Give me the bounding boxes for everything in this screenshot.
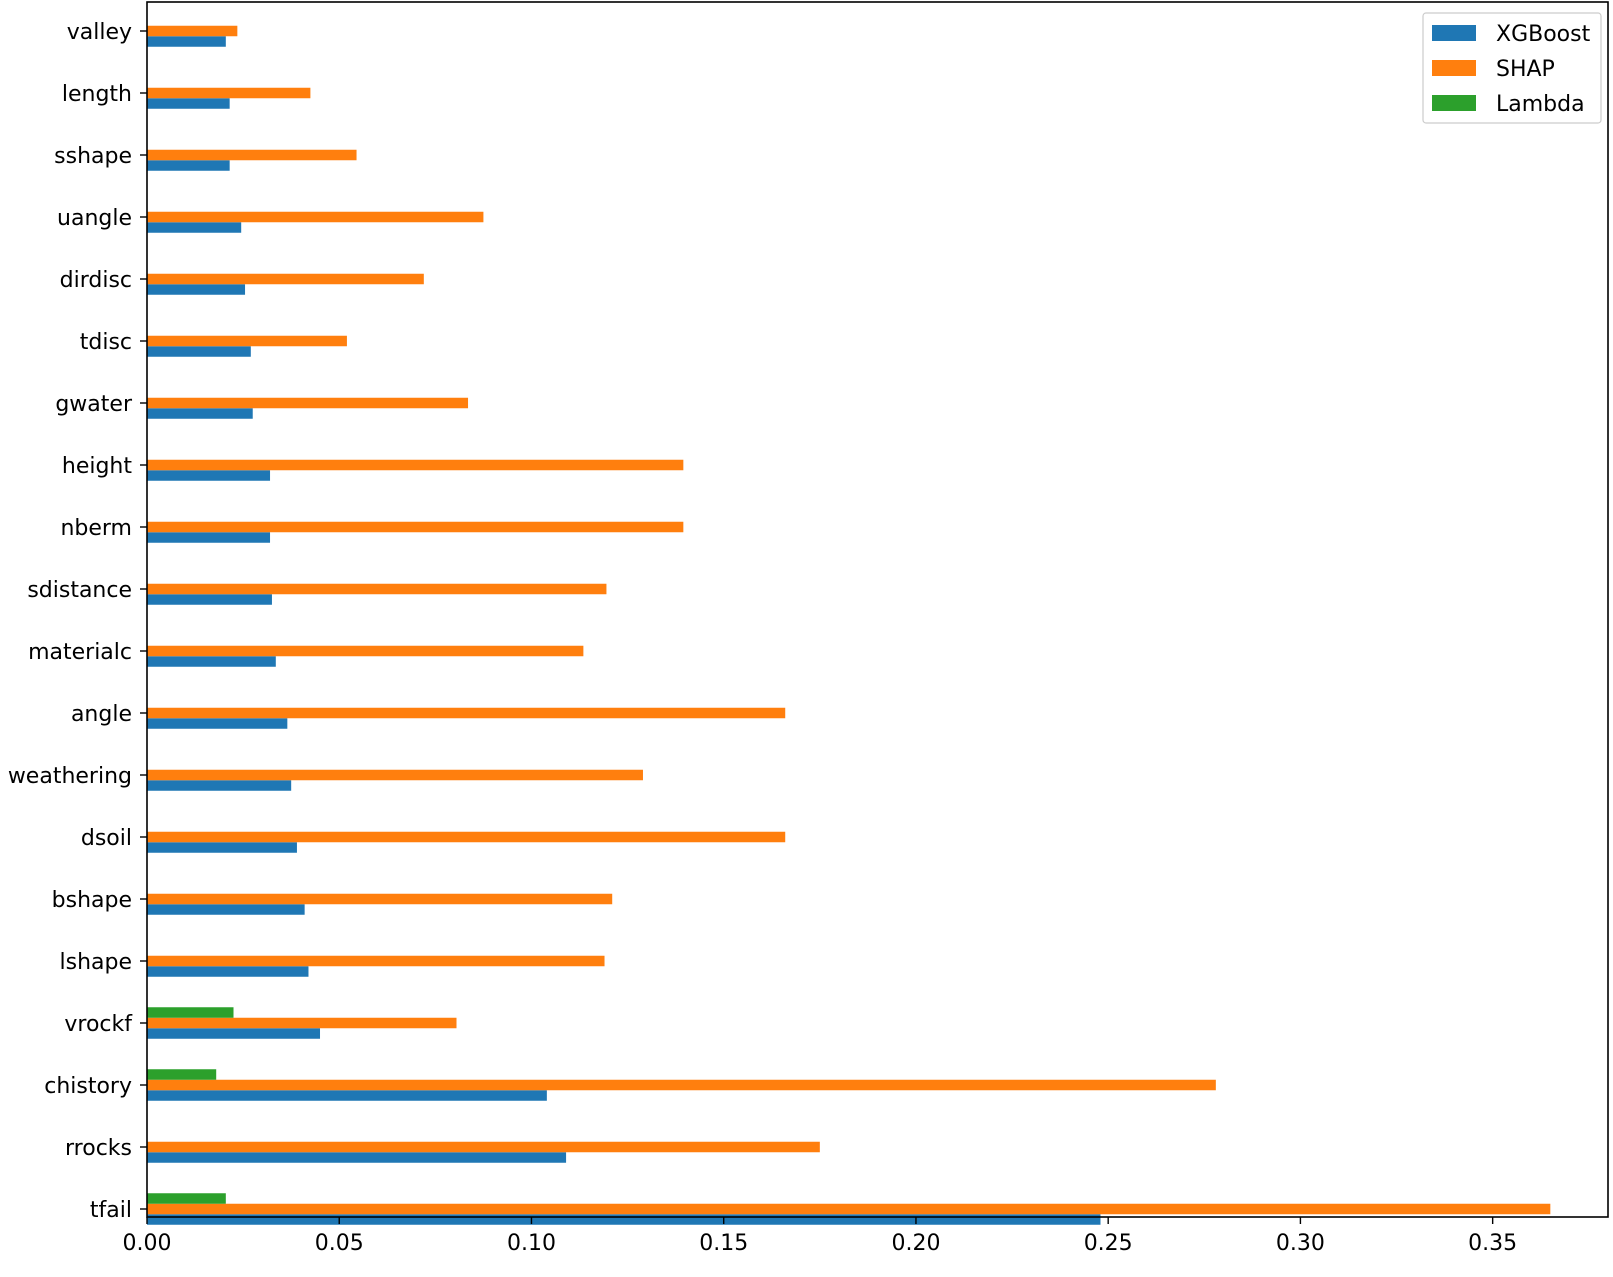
legend-label-xgboost: XGBoost — [1496, 22, 1591, 47]
y-tick-label: sdistance — [27, 578, 132, 603]
y-tick-label: length — [62, 82, 132, 107]
y-tick-label: uangle — [57, 206, 132, 231]
legend-swatch-lambda — [1432, 95, 1476, 111]
y-tick-label: dsoil — [81, 826, 132, 851]
bar-xgboost-tdisc — [147, 346, 251, 357]
plot-area-frame — [146, 1, 1609, 1218]
bar-xgboost-lshape — [147, 966, 309, 977]
bar-shap-tdisc — [147, 335, 347, 347]
y-tick-label: vrockf — [64, 1012, 133, 1037]
y-tick-label: weathering — [8, 764, 132, 789]
bars-group — [147, 25, 1551, 1225]
bar-shap-bshape — [147, 893, 613, 905]
y-tick-label: nberm — [60, 516, 132, 541]
bar-shap-sdistance — [147, 583, 607, 595]
y-tick-label: rrocks — [65, 1136, 132, 1161]
y-tick-label: lshape — [60, 950, 133, 975]
bar-shap-dsoil — [147, 831, 786, 843]
x-tick-label: 0.20 — [891, 1231, 940, 1256]
bar-xgboost-height — [147, 470, 271, 481]
bar-shap-dirdisc — [147, 273, 424, 285]
bar-shap-nberm — [147, 521, 684, 533]
bar-shap-tfail — [147, 1203, 1551, 1215]
bar-xgboost-sdistance — [147, 594, 272, 605]
bar-shap-vrockf — [147, 1017, 457, 1029]
x-tick-label: 0.10 — [507, 1231, 556, 1256]
bar-shap-uangle — [147, 211, 484, 223]
bar-xgboost-nberm — [147, 532, 271, 543]
y-tick-label: chistory — [44, 1074, 132, 1099]
legend-swatch-shap — [1432, 60, 1476, 76]
bar-shap-height — [147, 459, 684, 471]
bar-shap-angle — [147, 707, 786, 719]
legend-label-shap: SHAP — [1496, 57, 1555, 82]
bar-xgboost-sshape — [147, 160, 230, 171]
y-tick-label: gwater — [55, 392, 133, 417]
x-tick-label: 0.00 — [123, 1231, 172, 1256]
bar-xgboost-weathering — [147, 780, 292, 791]
bar-xgboost-rrocks — [147, 1152, 567, 1163]
bar-xgboost-valley — [147, 36, 226, 47]
bar-xgboost-dirdisc — [147, 284, 246, 295]
bar-xgboost-angle — [147, 718, 288, 729]
bar-shap-gwater — [147, 397, 469, 409]
bar-lambda-tfail — [147, 1193, 226, 1204]
bar-shap-lshape — [147, 955, 605, 967]
bar-shap-chistory — [147, 1079, 1216, 1091]
bar-xgboost-uangle — [147, 222, 242, 233]
legend-label-lambda: Lambda — [1496, 92, 1585, 117]
y-tick-label: tdisc — [80, 330, 132, 355]
x-tick-label: 0.25 — [1084, 1231, 1133, 1256]
y-tick-label: dirdisc — [60, 268, 132, 293]
bar-xgboost-bshape — [147, 904, 305, 915]
x-axis: 0.00 0.05 0.10 0.15 0.20 0.25 0.30 0.35 — [123, 1217, 1517, 1256]
y-axis: tfail rrocks chistory vrockf lshape bshape dso… — [8, 20, 147, 1223]
bar-xgboost-chistory — [147, 1090, 547, 1101]
bar-xgboost-gwater — [147, 408, 253, 419]
y-tick-label: height — [62, 454, 132, 479]
bar-shap-materialc — [147, 645, 584, 657]
bar-lambda-vrockf — [147, 1007, 234, 1018]
bar-shap-rrocks — [147, 1141, 820, 1153]
bar-xgboost-dsoil — [147, 842, 297, 853]
x-tick-label: 0.35 — [1468, 1231, 1517, 1256]
y-tick-label: materialc — [28, 640, 132, 665]
bar-shap-valley — [147, 25, 238, 37]
y-tick-label: angle — [71, 702, 132, 727]
legend: XGBoost SHAP Lambda — [1422, 12, 1602, 124]
y-tick-label: valley — [67, 20, 132, 45]
bar-xgboost-vrockf — [147, 1028, 321, 1039]
bar-xgboost-materialc — [147, 656, 276, 667]
bar-lambda-chistory — [147, 1069, 217, 1080]
x-tick-label: 0.05 — [315, 1231, 364, 1256]
x-tick-label: 0.15 — [699, 1231, 748, 1256]
bar-shap-length — [147, 87, 311, 99]
bar-xgboost-length — [147, 98, 230, 109]
y-tick-label: bshape — [52, 888, 132, 913]
y-tick-label: sshape — [54, 144, 132, 169]
y-tick-label: tfail — [90, 1198, 132, 1223]
legend-swatch-xgboost — [1432, 25, 1476, 41]
bar-shap-sshape — [147, 149, 357, 161]
x-tick-label: 0.30 — [1276, 1231, 1325, 1256]
bar-shap-weathering — [147, 769, 643, 781]
bar-xgboost-tfail — [147, 1214, 1101, 1225]
